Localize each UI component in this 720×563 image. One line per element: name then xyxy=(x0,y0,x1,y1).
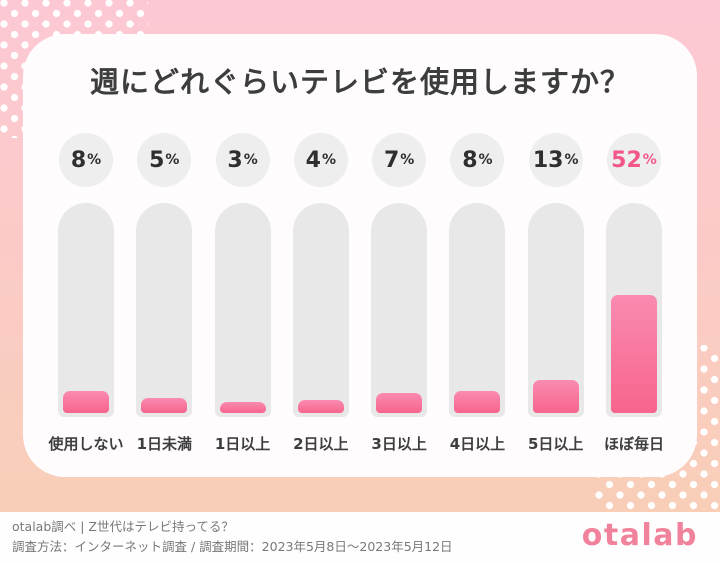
category-label: 4日以上 xyxy=(449,435,506,453)
category-label: 5日以上 xyxy=(527,435,584,453)
chart-column: 13% 5日以上 xyxy=(517,133,595,454)
percent-sign: % xyxy=(478,152,493,168)
otalab-logo: otalab xyxy=(581,518,698,553)
bar-track xyxy=(371,203,428,417)
percent-badge: 3% xyxy=(215,133,270,187)
chart-column: 8% 使用しない xyxy=(47,133,125,454)
category-label: ほぼ毎日 xyxy=(603,435,664,453)
bar-track xyxy=(527,203,584,417)
chart-card: 週にどれぐらいテレビを使用しますか？ 8% 使用しない 5% 1日未満 3% 1… xyxy=(23,34,697,477)
percent-sign: % xyxy=(400,152,415,168)
chart-column: 3% 1日以上 xyxy=(204,133,282,454)
percent-badge: 13% xyxy=(528,133,583,187)
percent-sign: % xyxy=(321,152,337,168)
footer-text: otalab調べ | Z世代はテレビ持ってる？ 調査方法：インターネット調査 /… xyxy=(12,517,453,557)
percent-sign: % xyxy=(165,152,180,168)
chart-column: 8% 4日以上 xyxy=(438,133,516,454)
footer-method-line: 調査方法：インターネット調査 / 調査期間：2023年5月8日〜2023年5月1… xyxy=(12,539,453,554)
category-label: 2日以上 xyxy=(293,435,349,453)
bar-fill xyxy=(376,393,423,413)
bar-track xyxy=(449,203,506,417)
percent-badge-highlight: 52% xyxy=(606,133,661,187)
category-label: 1日未満 xyxy=(136,435,192,453)
bar-fill xyxy=(454,391,501,413)
bar-track xyxy=(58,203,114,417)
bar-track xyxy=(605,203,662,417)
percent-value: 13 xyxy=(532,147,564,173)
percent-sign: % xyxy=(642,152,657,168)
footer-source-line: otalab調べ | Z世代はテレビ持ってる？ xyxy=(12,519,234,534)
percent-sign: % xyxy=(243,152,258,168)
bar-fill xyxy=(63,391,109,413)
footer-bar: otalab調べ | Z世代はテレビ持ってる？ 調査方法：インターネット調査 /… xyxy=(0,512,720,563)
bar-fill xyxy=(297,400,344,413)
bar-track xyxy=(214,203,271,417)
chart-columns: 8% 使用しない 5% 1日未満 3% 1日以上 4% 2日以上 7% 3日以上… xyxy=(23,133,697,454)
percent-value: 5 xyxy=(149,147,165,173)
percent-badge: 8% xyxy=(59,133,113,187)
percent-badge: 4% xyxy=(293,133,348,187)
bar-fill xyxy=(219,402,266,413)
percent-value: 8 xyxy=(70,147,87,173)
percent-badge: 5% xyxy=(137,133,192,187)
percent-sign: % xyxy=(87,152,102,168)
chart-title: 週にどれぐらいテレビを使用しますか？ xyxy=(89,65,630,99)
percent-value: 7 xyxy=(383,147,400,173)
percent-value: 4 xyxy=(305,147,321,173)
percent-sign: % xyxy=(564,152,579,168)
percent-badge: 7% xyxy=(372,133,427,187)
percent-value: 3 xyxy=(227,147,243,173)
percent-badge: 8% xyxy=(450,133,505,187)
category-label: 3日以上 xyxy=(371,435,427,453)
bar-fill xyxy=(532,380,579,413)
bar-fill xyxy=(141,398,188,413)
bar-track xyxy=(292,203,349,417)
category-label: 1日以上 xyxy=(214,435,271,453)
percent-value: 8 xyxy=(462,147,478,173)
bar-fill xyxy=(610,295,657,413)
percent-value: 52 xyxy=(611,147,642,173)
chart-column: 4% 2日以上 xyxy=(282,133,360,454)
category-label: 使用しない xyxy=(48,435,124,453)
bar-track xyxy=(136,203,193,417)
chart-column: 5% 1日未満 xyxy=(125,133,203,454)
chart-column: 52% ほぼ毎日 xyxy=(595,133,673,454)
chart-column: 7% 3日以上 xyxy=(360,133,438,454)
